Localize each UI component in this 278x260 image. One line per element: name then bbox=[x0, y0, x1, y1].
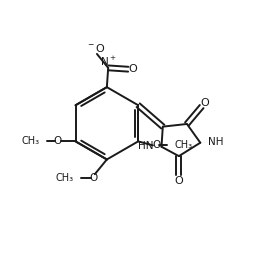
Text: O: O bbox=[53, 136, 62, 146]
Text: N$^+$: N$^+$ bbox=[100, 55, 116, 68]
Text: CH₃: CH₃ bbox=[21, 136, 39, 146]
Text: O: O bbox=[129, 64, 138, 74]
Text: O: O bbox=[89, 173, 98, 183]
Text: O: O bbox=[200, 98, 209, 108]
Text: O: O bbox=[175, 176, 183, 186]
Text: O: O bbox=[152, 140, 160, 150]
Text: HN: HN bbox=[138, 141, 153, 151]
Text: $^-$O: $^-$O bbox=[86, 42, 106, 54]
Text: CH₃: CH₃ bbox=[174, 140, 192, 150]
Text: CH₃: CH₃ bbox=[56, 173, 74, 183]
Text: NH: NH bbox=[208, 137, 223, 147]
